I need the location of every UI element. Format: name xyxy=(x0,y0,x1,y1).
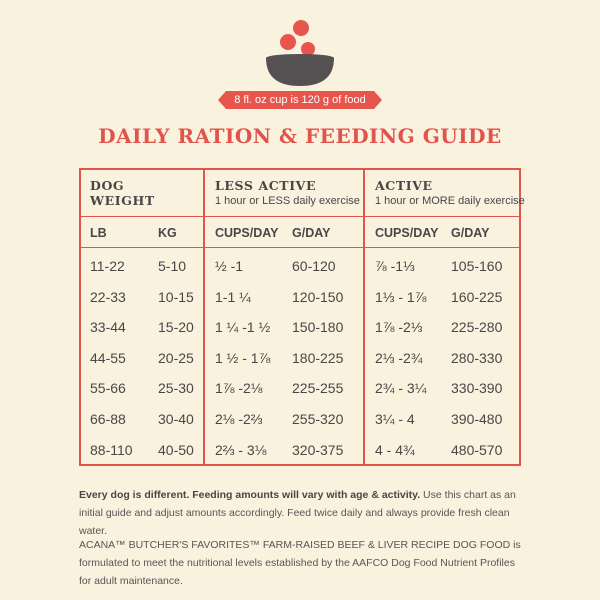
table-cell: 15-20 xyxy=(158,319,194,336)
table-cell: 2⅔ - 3⅛ xyxy=(215,441,267,458)
food-ball-icon xyxy=(280,34,296,50)
cup-size-banner: 8 fl. oz cup is 120 g of food xyxy=(218,91,382,109)
column-header-lb: LB xyxy=(90,226,107,240)
table-cell: 11-22 xyxy=(90,258,125,274)
table-cell: 280-330 xyxy=(451,349,503,366)
table-cell: 66-88 xyxy=(90,411,126,427)
group-title-active: ACTIVE xyxy=(375,178,433,193)
column-header-cups-less: CUPS/DAY xyxy=(215,226,279,240)
food-ball-icon xyxy=(293,20,309,36)
group-title-line: DOG xyxy=(90,178,125,193)
table-cell: 2¾ - 3¼ xyxy=(375,380,427,397)
feeding-note-rest: Use this chart as an initial guide and a… xyxy=(79,489,516,537)
table-cell: 4 - 4¾ xyxy=(375,441,415,458)
table-cell: 255-320 xyxy=(292,411,344,427)
table-cell: 44-55 xyxy=(90,349,126,366)
table-cell: 320-375 xyxy=(292,441,344,458)
table-cell: 1 ½ - 1⅞ xyxy=(215,349,271,366)
column-header-cups-active: CUPS/DAY xyxy=(375,226,439,240)
table-cell: 390-480 xyxy=(451,411,503,427)
table-cell: 88-110 xyxy=(90,441,133,458)
column-header-grams-less: G/DAY xyxy=(292,226,331,240)
table-cell: 1⅞ -2⅓ xyxy=(375,319,423,336)
group-title-line: WEIGHT xyxy=(90,193,155,208)
table-cell: 20-25 xyxy=(158,349,194,366)
table-cell: 2⅛ -2⅔ xyxy=(215,411,263,427)
column-divider xyxy=(363,170,365,464)
table-cell: 1-1 ¼ xyxy=(215,288,251,305)
feeding-table: DOG WEIGHT LESS ACTIVE 1 hour or LESS da… xyxy=(79,168,525,466)
group-subtitle-less-active: 1 hour or LESS daily exercise xyxy=(215,195,360,207)
table-cell: 1⅓ - 1⅞ xyxy=(375,288,427,305)
header-divider xyxy=(81,247,519,248)
table-cell: 120-150 xyxy=(292,288,344,305)
table-cell: 160-225 xyxy=(451,288,503,305)
table-cell: 105-160 xyxy=(451,258,503,274)
table-cell: 60-120 xyxy=(292,258,336,274)
page-title: DAILY RATION & FEEDING GUIDE xyxy=(98,124,502,148)
table-cell: 225-280 xyxy=(451,319,503,336)
group-title-weight: DOG WEIGHT xyxy=(90,178,155,208)
aafco-statement: ACANA™ BUTCHER'S FAVORITES™ FARM-RAISED … xyxy=(79,539,521,587)
column-header-grams-active: G/DAY xyxy=(451,226,490,240)
table-cell: 33-44 xyxy=(90,319,126,336)
group-title-less-active: LESS ACTIVE xyxy=(215,178,317,193)
bowl-icon xyxy=(266,20,334,86)
table-cell: 25-30 xyxy=(158,380,194,397)
table-cell: 330-390 xyxy=(451,380,503,397)
column-divider xyxy=(203,170,205,464)
header-divider xyxy=(81,216,519,217)
table-cell: 5-10 xyxy=(158,258,187,274)
table-cell: 1 ¼ -1 ½ xyxy=(215,319,271,336)
table-cell: 2⅓ -2¾ xyxy=(375,349,423,366)
food-ball-icon xyxy=(301,42,315,56)
table-cell: 40-50 xyxy=(158,441,194,458)
table-cell: 55-66 xyxy=(90,380,126,397)
table-cell: 10-15 xyxy=(158,288,194,305)
table-cell: 3¼ - 4 xyxy=(375,411,415,427)
table-cell: 225-255 xyxy=(292,380,344,397)
table-cell: 1⅞ -2⅛ xyxy=(215,380,263,397)
table-cell: ½ -1 xyxy=(215,258,244,274)
table-cell: 150-180 xyxy=(292,319,344,336)
table-cell: 480-570 xyxy=(451,441,503,458)
feeding-note: Every dog is different. Feeding amounts … xyxy=(79,486,529,540)
table-cell: ⅞ -1⅓ xyxy=(375,258,415,274)
table-cell: 30-40 xyxy=(158,411,194,427)
table-cell: 180-225 xyxy=(292,349,344,366)
group-subtitle-active: 1 hour or MORE daily exercise xyxy=(375,195,525,207)
column-header-kg: KG xyxy=(158,226,177,240)
table-cell: 22-33 xyxy=(90,288,126,305)
feeding-note-lead: Every dog is different. Feeding amounts … xyxy=(79,489,421,501)
